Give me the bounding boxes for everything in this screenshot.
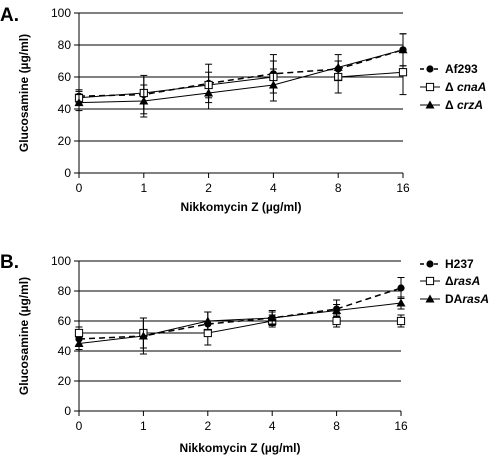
- x-tick-label: 4: [269, 419, 276, 433]
- y-tick-label: 60: [58, 70, 72, 84]
- x-tick-label: 16: [394, 419, 408, 433]
- data-point: [74, 328, 84, 338]
- series-line: [78, 71, 404, 99]
- x-tick-label: 8: [335, 181, 342, 195]
- x-tick-label: 0: [76, 181, 83, 195]
- data-point: [396, 316, 406, 326]
- data-point: [398, 68, 408, 77]
- data-point: [332, 306, 342, 314]
- legend-marker: [425, 82, 435, 92]
- series-0: [75, 277, 405, 355]
- series-line: [78, 287, 402, 340]
- y-tick-label: 80: [58, 284, 72, 298]
- series-2: [74, 33, 408, 118]
- data-point: [74, 98, 84, 107]
- y-tick-label: 100: [51, 254, 71, 268]
- x-tick-label: 2: [204, 419, 211, 433]
- chart-panel-a: A. 0 20 40 60 80 100 0 1 2 4 8 16 Nikkomycin Z (µg/ml…: [0, 5, 486, 214]
- series-1: [74, 314, 406, 349]
- x-tick-label: 1: [140, 181, 147, 195]
- data-point: [397, 284, 405, 292]
- x-tick-label: 16: [396, 181, 410, 195]
- legend-marker: [425, 276, 435, 286]
- chart-panel-b: B. 0 20 40 60 80 100 0 1 2 4 8 16 Nikkomycin Z (µg/ml…: [0, 252, 489, 455]
- legend-marker: [425, 100, 435, 109]
- legend-label: DArasA: [445, 292, 489, 306]
- y-tick-label: 40: [58, 344, 72, 358]
- y-tick-label: 20: [58, 374, 72, 388]
- legend-label: ΔrasA: [445, 274, 480, 288]
- legend-label: Δ cnaA: [445, 80, 486, 94]
- data-point: [267, 313, 277, 322]
- data-point: [332, 316, 341, 326]
- data-point: [268, 80, 278, 89]
- series-line: [79, 320, 401, 334]
- y-tick-label: 0: [64, 166, 71, 180]
- panel-label: A.: [0, 5, 19, 26]
- series-line: [78, 302, 402, 344]
- series-line: [78, 49, 404, 104]
- data-point: [398, 45, 408, 54]
- data-point: [204, 88, 214, 97]
- panel-label: B.: [0, 252, 19, 273]
- y-tick-label: 0: [64, 404, 71, 418]
- y-axis-title: Glucosamine (µg/ml): [17, 277, 31, 395]
- x-tick-label: 1: [140, 419, 147, 433]
- data-point: [138, 331, 148, 340]
- x-axis-title: Nikkomycin Z (µg/ml): [181, 200, 302, 214]
- y-tick-label: 100: [51, 6, 71, 20]
- legend-marker: [426, 260, 434, 268]
- x-tick-label: 4: [270, 181, 277, 195]
- series-1: [74, 49, 408, 110]
- y-tick-label: 40: [58, 102, 72, 116]
- legend-label: Af293: [445, 62, 478, 76]
- data-point: [203, 316, 213, 325]
- data-point: [74, 339, 84, 347]
- y-tick-label: 60: [58, 314, 72, 328]
- series-2: [74, 296, 406, 352]
- x-axis-title: Nikkomycin Z (µg/ml): [180, 441, 301, 455]
- legend-label: H237: [445, 257, 474, 271]
- y-tick-label: 20: [58, 134, 72, 148]
- legend-marker: [426, 65, 434, 73]
- x-tick-label: 2: [205, 181, 212, 195]
- data-point: [396, 298, 406, 307]
- legend-label: Δ crzA: [445, 98, 483, 112]
- y-tick-label: 80: [58, 38, 72, 52]
- data-point: [139, 96, 149, 105]
- y-axis-title: Glucosamine (µg/ml): [17, 34, 31, 152]
- series-line: [78, 49, 404, 97]
- data-point: [333, 62, 343, 71]
- x-tick-label: 0: [76, 419, 83, 433]
- x-tick-label: 8: [333, 419, 340, 433]
- legend-marker: [425, 294, 435, 303]
